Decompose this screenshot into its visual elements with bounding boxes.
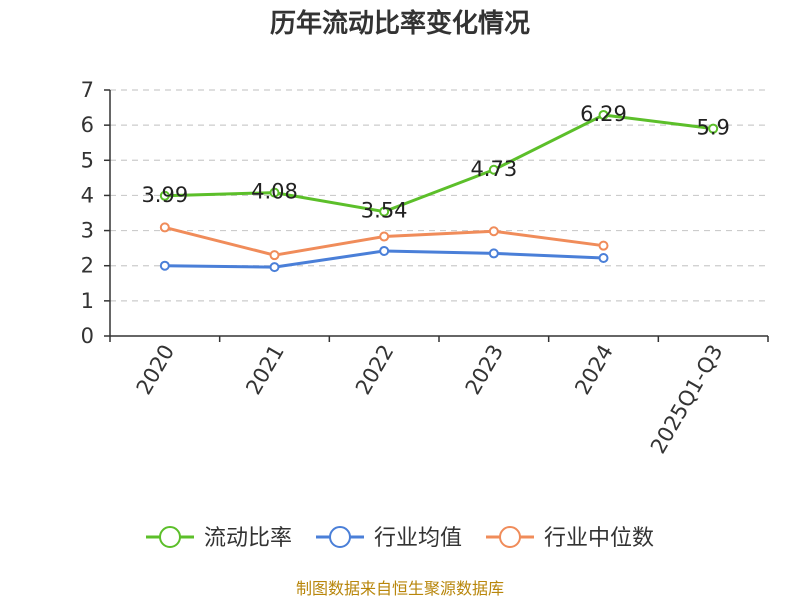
data-label: 5.9 (696, 116, 729, 140)
legend-item-1: 流动比率 (146, 526, 292, 551)
data-label: 3.54 (361, 199, 408, 223)
data-point (379, 206, 390, 217)
legend-item-3: 行业中位数 (486, 526, 654, 551)
data-point (159, 260, 170, 271)
chart-title: 历年流动比率变化情况 (270, 8, 530, 39)
x-tick-label: 2021 (241, 341, 289, 399)
x-tick-label: 2020 (132, 341, 180, 399)
series-1 (159, 109, 719, 217)
legend-marker (499, 526, 521, 548)
legend: 流动比率 行业均值 行业中位数 (146, 526, 654, 551)
y-tick-label: 3 (81, 219, 94, 243)
data-labels: 3.99 4.08 3.54 4.73 6.29 5.9 (141, 102, 729, 223)
data-point (598, 240, 609, 251)
x-tick-label: 2024 (570, 341, 618, 399)
y-tick-label: 5 (81, 148, 94, 172)
data-point (379, 231, 390, 242)
series-2 (159, 245, 609, 273)
series-3 (159, 222, 609, 261)
data-point (269, 262, 280, 273)
data-point (159, 190, 170, 201)
y-tick-label: 4 (81, 183, 94, 207)
series-lines (159, 109, 719, 273)
data-point (708, 123, 719, 134)
legend-label: 流动比率 (204, 526, 292, 551)
series-line (164, 113, 714, 214)
x-tick-label: 2023 (461, 341, 509, 399)
data-label: 3.99 (141, 183, 188, 207)
data-point (488, 226, 499, 237)
y-tick-label: 1 (81, 289, 94, 313)
source-note: 制图数据来自恒生聚源数据库 (296, 579, 504, 598)
x-tick-label: 2022 (351, 341, 399, 399)
data-label: 4.73 (470, 157, 517, 181)
y-tick-label: 7 (81, 78, 94, 102)
axes: 0 1 2 3 4 5 6 7 2020 2021 2022 2023 2024 2025Q1-Q3 (81, 78, 769, 458)
data-point (159, 222, 170, 233)
legend-label: 行业均值 (374, 526, 462, 551)
data-label: 4.08 (251, 180, 298, 204)
data-point (379, 245, 390, 256)
data-label: 6.29 (580, 102, 627, 126)
legend-label: 行业中位数 (544, 526, 654, 551)
data-point (598, 109, 609, 120)
y-tick-label: 6 (81, 113, 94, 137)
data-point (269, 250, 280, 261)
legend-marker (329, 526, 351, 548)
y-tick-label: 2 (81, 254, 94, 278)
data-point (488, 248, 499, 259)
x-tick-label: 2025Q1-Q3 (646, 341, 728, 458)
legend-marker (159, 526, 181, 548)
data-point (269, 187, 280, 198)
data-point (488, 164, 499, 175)
y-tick-label: 0 (81, 324, 94, 348)
legend-item-2: 行业均值 (316, 526, 462, 551)
data-point (598, 252, 609, 263)
